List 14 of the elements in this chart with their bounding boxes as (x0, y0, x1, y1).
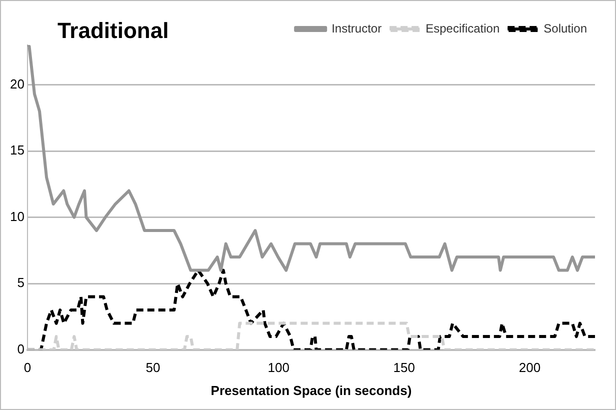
y-tick-label: 20 (10, 76, 24, 92)
y-tick-label: 0 (17, 341, 24, 356)
x-tick-label: 200 (518, 360, 541, 376)
y-tick-label: 15 (10, 142, 24, 158)
legend-label: Solution (544, 21, 588, 36)
x-tick-label: 100 (268, 360, 290, 376)
legend-label: Instructor (332, 21, 382, 36)
y-tick-label: 5 (17, 275, 24, 290)
y-tick-label: 10 (10, 208, 24, 224)
x-tick-label: 50 (146, 360, 160, 376)
x-tick-label: 150 (393, 360, 415, 376)
chart-title: Traditional (57, 18, 169, 44)
legend-label: Especification (426, 21, 500, 36)
x-axis-title: Presentation Space (in seconds) (210, 382, 412, 398)
